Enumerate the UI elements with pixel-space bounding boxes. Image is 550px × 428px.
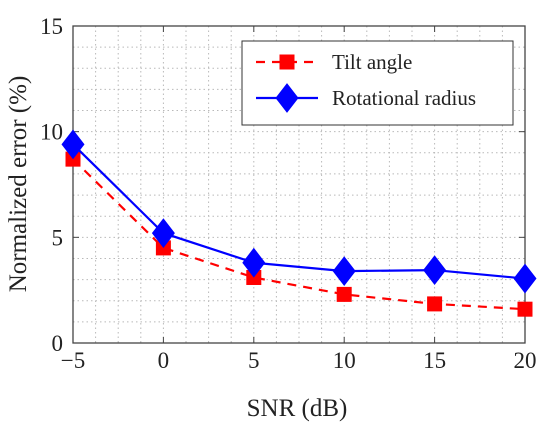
y-axis-title: Normalized error (%) (5, 76, 32, 293)
data-point-rotational-radius (61, 129, 85, 160)
series-line-rotational-radius (72, 143, 526, 280)
x-tick-label: 0 (158, 348, 170, 373)
data-point-rotational-radius (242, 247, 266, 278)
data-point-rotational-radius (513, 263, 537, 294)
plot-frame (72, 25, 526, 344)
data-point-rotational-radius (151, 218, 175, 249)
data-point-rotational-radius (332, 256, 356, 287)
y-tick-label: 5 (52, 225, 64, 250)
x-tick-label: 5 (248, 348, 260, 373)
series-line-tilt-angle (72, 158, 526, 311)
legend: Tilt angle Rotational radius (241, 40, 514, 126)
x-tick-label: 20 (514, 348, 537, 373)
legend-label-rotational-radius: Rotational radius (332, 86, 476, 110)
legend-label-tilt-angle: Tilt angle (332, 50, 412, 74)
data-point-tilt-angle (427, 296, 443, 312)
legend-marker-rotational-radius (275, 83, 299, 113)
data-point-tilt-angle (336, 286, 352, 302)
series-rotational-radius (61, 129, 537, 294)
x-axis-title: SNR (dB) (247, 395, 348, 422)
y-tick-label: 0 (52, 331, 64, 356)
y-tick-label: 15 (40, 14, 63, 39)
data-point-tilt-angle (517, 301, 533, 317)
x-tick-label: 10 (333, 348, 356, 373)
series-group (61, 129, 537, 317)
x-tick-label: −5 (61, 348, 85, 373)
x-tick-label: 15 (423, 348, 446, 373)
data-point-rotational-radius (423, 255, 447, 285)
legend-marker-tilt-angle (279, 54, 295, 70)
y-tick-label: 10 (40, 120, 63, 145)
